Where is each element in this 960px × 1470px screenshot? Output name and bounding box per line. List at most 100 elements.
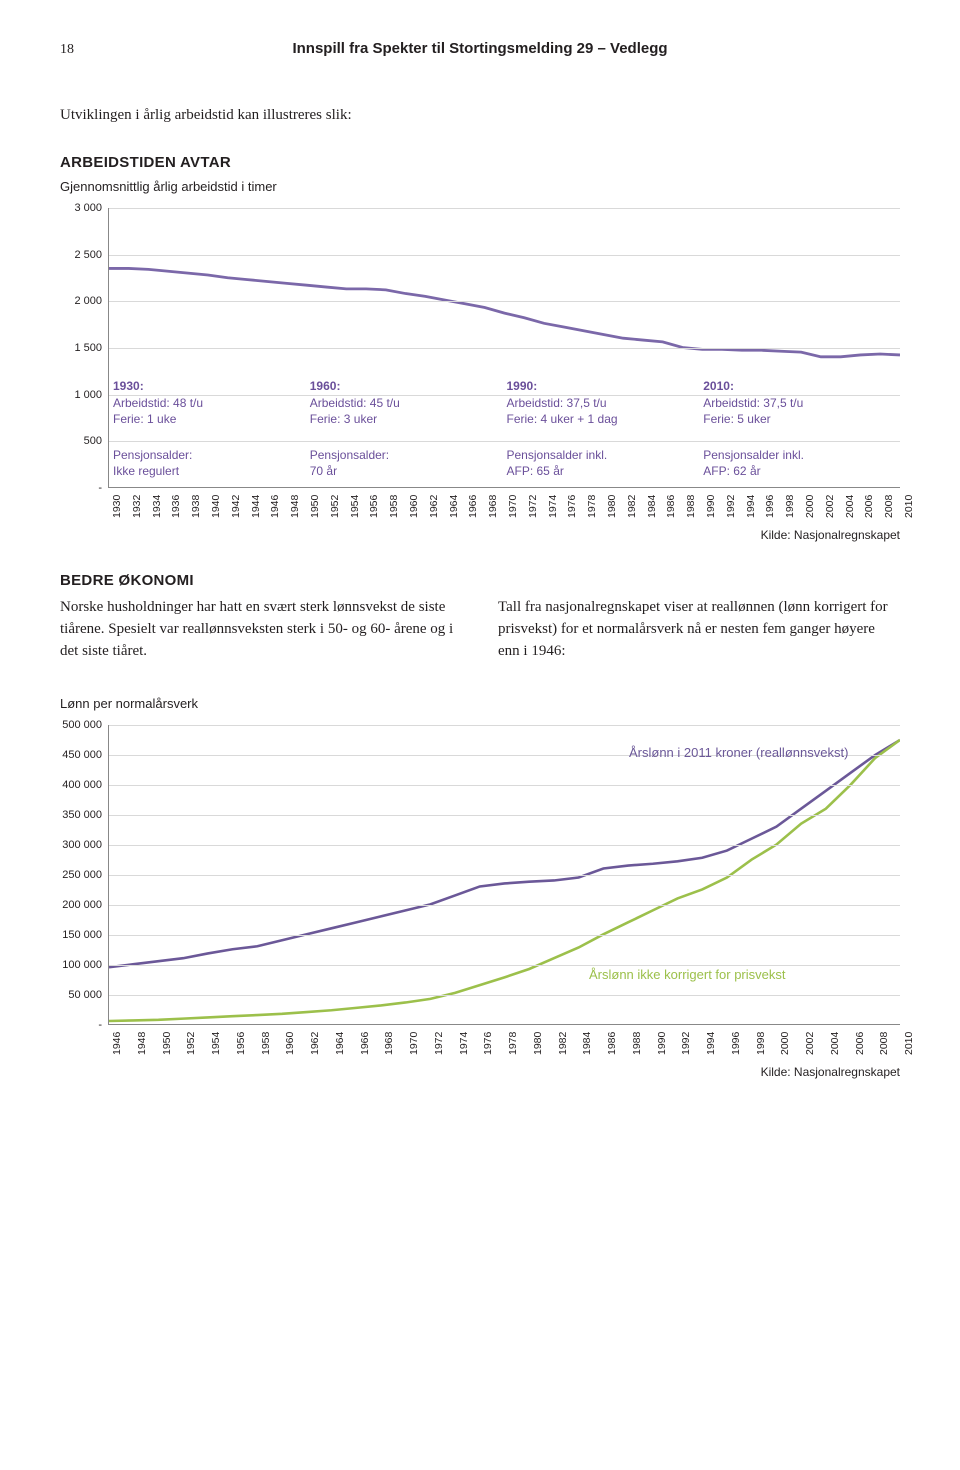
chart1-xtick: 1956 <box>368 495 380 518</box>
chart1-xtick: 2008 <box>883 495 895 518</box>
chart2-xtick: 1958 <box>260 1032 272 1055</box>
chart1-xtick: 1982 <box>626 495 638 518</box>
chart1-ytick: 1 000 <box>74 389 102 401</box>
chart2-xtick: 1968 <box>383 1032 395 1055</box>
chart1-annotation: 2010:Arbeidstid: 37,5 t/uFerie: 5 uker <box>703 378 900 427</box>
page-header: Innspill fra Spekter til Stortingsmeldin… <box>60 40 900 57</box>
chart2-xtick: 1976 <box>482 1032 494 1055</box>
chart1-xtick: 1950 <box>309 495 321 518</box>
chart2-xtick: 1970 <box>408 1032 420 1055</box>
chart1-xtick: 2010 <box>903 495 915 518</box>
chart2-ytick: 50 000 <box>68 989 102 1001</box>
chart2-xtick: 1992 <box>680 1032 692 1055</box>
chart2-xtick: 2002 <box>804 1032 816 1055</box>
chart1-xtick: 1946 <box>269 495 281 518</box>
body-col1: Norske husholdninger har hatt en svært s… <box>60 597 462 662</box>
chart1-xtick: 1970 <box>507 495 519 518</box>
chart2-xtick: 1996 <box>730 1032 742 1055</box>
chart2-xtick: 1966 <box>359 1032 371 1055</box>
intro-paragraph: Utviklingen i årlig arbeidstid kan illus… <box>60 107 900 124</box>
chart1-xtick: 1942 <box>230 495 242 518</box>
chart2-ytick: 100 000 <box>62 959 102 971</box>
chart1-xtick: 1960 <box>408 495 420 518</box>
chart1-xtick: 1934 <box>151 495 163 518</box>
chart2-xtick: 1974 <box>458 1032 470 1055</box>
chart1-title: ARBEIDSTIDEN AVTAR <box>60 154 900 171</box>
chart2-xtick: 1982 <box>557 1032 569 1055</box>
chart1-xtick: 1958 <box>388 495 400 518</box>
chart2-xtick: 1956 <box>235 1032 247 1055</box>
chart2-ytick: 450 000 <box>62 749 102 761</box>
chart1-xtick: 1992 <box>725 495 737 518</box>
chart1-xtick: 1980 <box>606 495 618 518</box>
chart1-xtick: 1994 <box>745 495 757 518</box>
chart1-xtick: 1944 <box>250 495 262 518</box>
chart2-xtick: 2008 <box>878 1032 890 1055</box>
chart1-xtick: 1976 <box>566 495 578 518</box>
chart2-legend: Årslønn ikke korrigert for prisvekst <box>589 967 786 982</box>
chart1-xtick: 1988 <box>685 495 697 518</box>
chart1-xtick: 1954 <box>349 495 361 518</box>
chart1-xtick: 1936 <box>170 495 182 518</box>
chart1-xtick: 1940 <box>210 495 222 518</box>
chart1-ytick: 1 500 <box>74 342 102 354</box>
chart2-ytick: 150 000 <box>62 929 102 941</box>
chart1-annotation: 1930:Arbeidstid: 48 t/uFerie: 1 uke <box>113 378 310 427</box>
chart2: -50 000100 000150 000200 000250 000300 0… <box>60 725 900 1059</box>
chart1-ytick: - <box>98 482 102 494</box>
body-columns: Norske husholdninger har hatt en svært s… <box>60 597 900 662</box>
chart2-xtick: 1972 <box>433 1032 445 1055</box>
chart1-ytick: 500 <box>84 435 102 447</box>
chart1-annotation-pension: Pensjonsalder inkl.AFP: 62 år <box>703 447 900 479</box>
body-col2: Tall fra nasjonalregnskapet viser at rea… <box>498 597 900 662</box>
chart2-xtick: 1962 <box>309 1032 321 1055</box>
chart2-xtick: 1950 <box>161 1032 173 1055</box>
chart2-xtick: 1990 <box>656 1032 668 1055</box>
chart1-xtick: 1964 <box>448 495 460 518</box>
chart1-xtick: 1966 <box>467 495 479 518</box>
chart1-xtick: 1996 <box>764 495 776 518</box>
chart1-annotation: 1960:Arbeidstid: 45 t/uFerie: 3 uker <box>310 378 507 427</box>
chart2-xtick: 1994 <box>705 1032 717 1055</box>
chart1-xtick: 1990 <box>705 495 717 518</box>
chart2-xtick: 1964 <box>334 1032 346 1055</box>
chart1-xtick: 1974 <box>547 495 559 518</box>
chart1-xtick: 1932 <box>131 495 143 518</box>
chart1-annotation: 1990:Arbeidstid: 37,5 t/uFerie: 4 uker +… <box>507 378 704 427</box>
chart2-ytick: 350 000 <box>62 809 102 821</box>
chart1-xtick: 1986 <box>665 495 677 518</box>
chart1: -5001 0001 5002 0002 5003 000 1930:Arbei… <box>60 208 900 522</box>
chart1-xtick: 1952 <box>329 495 341 518</box>
chart2-xtick: 1998 <box>755 1032 767 1055</box>
chart2-ytick: 400 000 <box>62 779 102 791</box>
chart2-ytick: 300 000 <box>62 839 102 851</box>
chart2-xtick: 1988 <box>631 1032 643 1055</box>
chart2-source: Kilde: Nasjonalregnskapet <box>60 1065 900 1079</box>
chart2-xtick: 2000 <box>779 1032 791 1055</box>
chart2-xtick: 1948 <box>136 1032 148 1055</box>
chart1-xtick: 1984 <box>646 495 658 518</box>
chart2-xtick: 1986 <box>606 1032 618 1055</box>
chart1-xtick: 1930 <box>111 495 123 518</box>
chart2-ytick: 500 000 <box>62 719 102 731</box>
chart1-source: Kilde: Nasjonalregnskapet <box>60 528 900 542</box>
chart2-xtick: 2006 <box>854 1032 866 1055</box>
chart1-xtick: 2004 <box>844 495 856 518</box>
chart2-xtick: 1954 <box>210 1032 222 1055</box>
chart2-legend: Årslønn i 2011 kroner (reallønnsvekst) <box>629 745 848 760</box>
chart1-annotation-pension: Pensjonsalder:Ikke regulert <box>113 447 310 479</box>
chart1-ytick: 2 000 <box>74 295 102 307</box>
chart1-xtick: 1978 <box>586 495 598 518</box>
chart1-xtick: 1968 <box>487 495 499 518</box>
chart2-ytick: - <box>98 1019 102 1031</box>
section2-title: BEDRE ØKONOMI <box>60 572 900 589</box>
chart1-ytick: 2 500 <box>74 249 102 261</box>
chart2-ytick: 250 000 <box>62 869 102 881</box>
chart2-xtick: 1946 <box>111 1032 123 1055</box>
chart1-xtick: 2000 <box>804 495 816 518</box>
chart1-xtick: 1948 <box>289 495 301 518</box>
chart1-xtick: 1972 <box>527 495 539 518</box>
chart1-xtick: 1998 <box>784 495 796 518</box>
chart2-xtick: 1952 <box>185 1032 197 1055</box>
chart2-xtick: 1960 <box>284 1032 296 1055</box>
